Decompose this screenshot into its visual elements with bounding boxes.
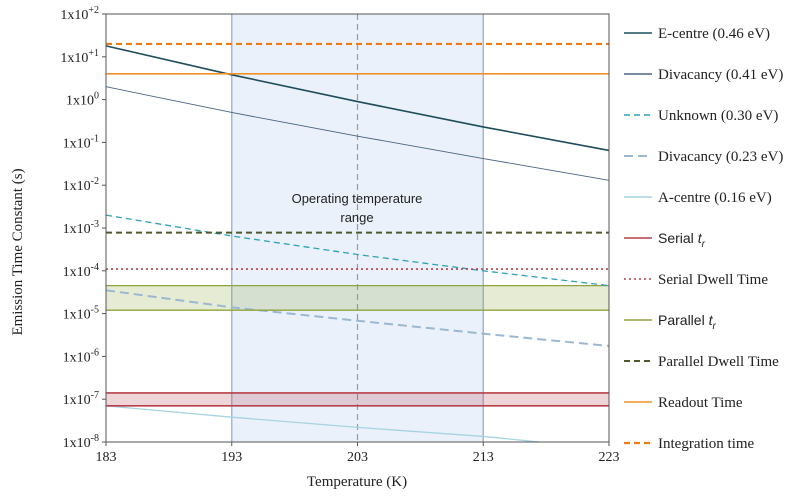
series-line-4 xyxy=(105,405,540,443)
legend-label-4: A-centre (0.16 eV) xyxy=(658,190,772,206)
y-tick-label: 1x10-4 xyxy=(63,262,99,280)
x-tick-label: 223 xyxy=(599,450,620,465)
y-tick-label: 1x10-8 xyxy=(63,433,99,451)
y-tick-label: 1x10-7 xyxy=(63,390,99,408)
legend-label-9: Readout Time xyxy=(658,395,743,411)
series-line-0 xyxy=(105,45,610,152)
y-tick-label: 1x10-1 xyxy=(63,133,99,151)
legend-label-6: Serial Dwell Time xyxy=(658,272,768,288)
legend-label-2: Unknown (0.30 eV) xyxy=(658,108,778,124)
band-serial xyxy=(106,392,609,406)
y-tick-label: 1x10+2 xyxy=(60,5,99,23)
band-parallel xyxy=(106,285,609,311)
y-axis-label: Emission Time Constant (s) xyxy=(10,168,26,335)
y-tick-label: 1x100 xyxy=(66,91,99,109)
x-tick-label: 203 xyxy=(347,450,368,465)
x-tick-label: 213 xyxy=(473,450,494,465)
y-tick-label: 1x10-3 xyxy=(63,219,99,237)
legend-label-3: Divacancy (0.23 eV) xyxy=(658,149,783,165)
legend-label-1: Divacancy (0.41 eV) xyxy=(658,67,783,83)
operating-range-label-line1: Operating temperature xyxy=(292,191,423,206)
legend-label-5: Serial tr xyxy=(658,230,706,250)
x-tick-label: 193 xyxy=(221,450,242,465)
y-tick-label: 1x10-6 xyxy=(63,347,99,365)
operating-range-label-line2: range xyxy=(340,210,373,225)
y-tick-label: 1x10+1 xyxy=(60,48,99,66)
legend-label-7: Parallel tr xyxy=(658,312,716,332)
legend-label-10: Integration time xyxy=(658,436,755,452)
y-tick-label: 1x10-5 xyxy=(63,305,99,323)
series-line-3 xyxy=(105,289,610,347)
y-tick-label: 1x10-2 xyxy=(63,176,99,194)
series-line-2 xyxy=(105,214,610,287)
x-tick-label: 183 xyxy=(96,450,117,465)
x-axis-label: Temperature (K) xyxy=(307,474,407,490)
legend-label-0: E-centre (0.46 eV) xyxy=(658,26,770,42)
series-line-1 xyxy=(105,86,610,181)
legend-label-8: Parallel Dwell Time xyxy=(658,354,779,370)
